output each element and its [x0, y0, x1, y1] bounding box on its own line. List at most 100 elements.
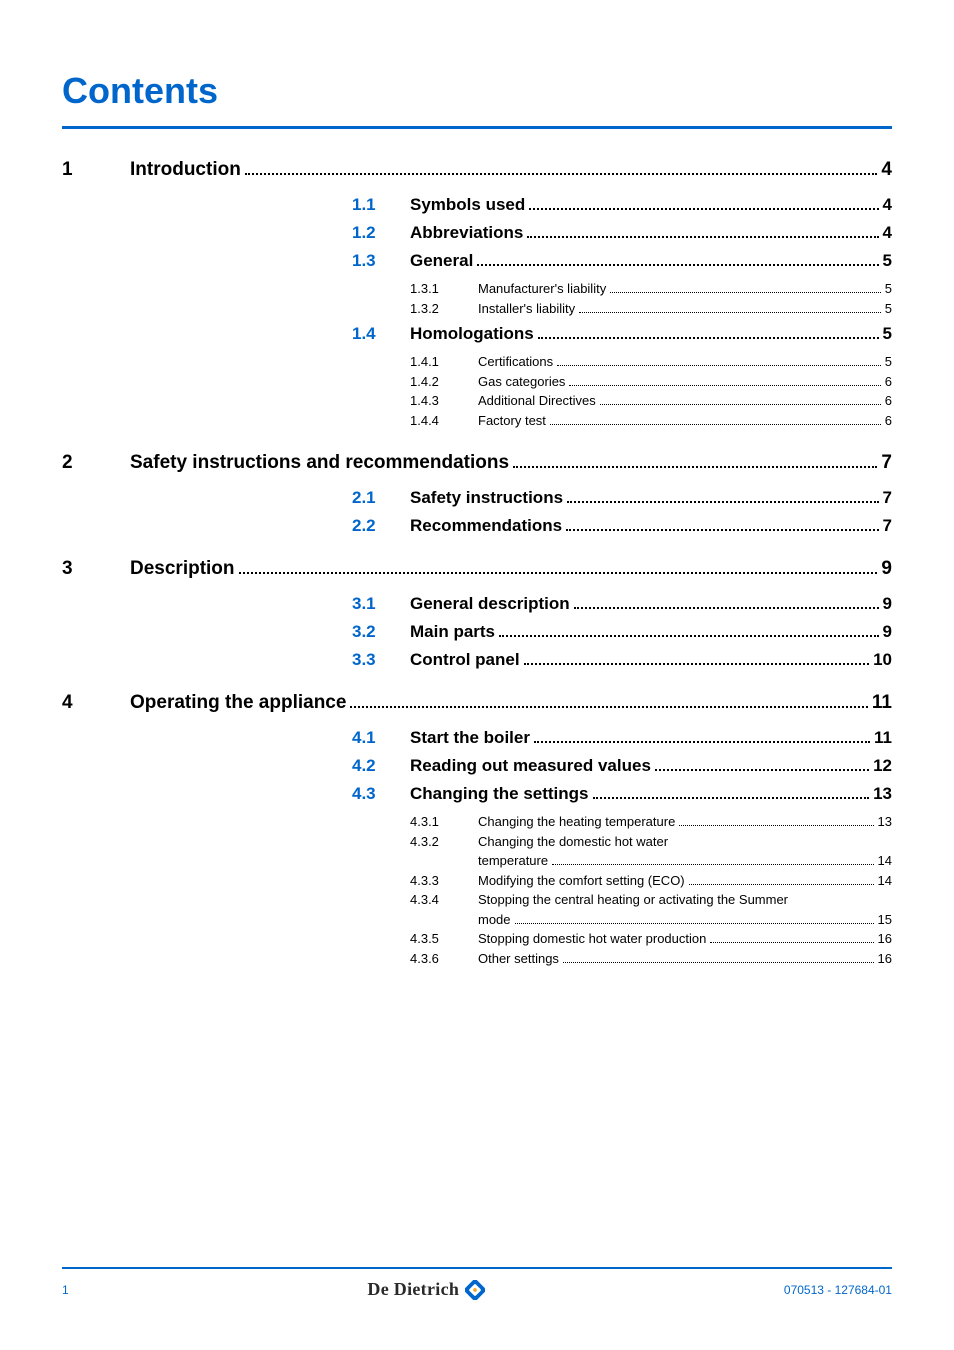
footer-row: 1 De Dietrich 070513 - 127684-01 [62, 1279, 892, 1300]
toc-section-number: 1.1 [352, 195, 410, 215]
leader-dots [710, 936, 873, 943]
toc-section: 1.1Symbols used4 [352, 195, 892, 215]
toc-section: 2.1Safety instructions7 [352, 488, 892, 508]
toc-section-page: 5 [883, 251, 892, 271]
toc-subsection-page: 13 [878, 812, 892, 832]
toc-subsection-number: 1.4.2 [410, 372, 478, 392]
toc-subsection-page: 6 [885, 391, 892, 411]
leader-dots [515, 916, 874, 923]
toc-section-label: Main parts [410, 622, 495, 642]
leader-dots [574, 600, 879, 609]
toc-subsection: 4.3.4Stopping the central heating or act… [410, 890, 892, 910]
toc-subsection: 4.3.1Changing the heating temperature 13 [410, 812, 892, 832]
page-footer: 1 De Dietrich 070513 - 127684-01 [62, 1267, 892, 1300]
toc-section: 3.1General description9 [352, 594, 892, 614]
leader-dots [610, 286, 881, 293]
toc-subsection: 1.4.4Factory test6 [410, 411, 892, 431]
footer-rule [62, 1267, 892, 1269]
leader-dots [563, 955, 874, 962]
toc-subsection-number: 1.3.1 [410, 279, 478, 299]
toc-subsection-group: 4.3.1Changing the heating temperature134… [62, 812, 892, 968]
toc-subsection-label: Installer's liability [478, 299, 575, 319]
toc-subsection-label: Gas categories [478, 372, 565, 392]
toc-subsection-number: 1.4.3 [410, 391, 478, 411]
leader-dots [655, 762, 869, 771]
brand-name: De Dietrich [367, 1279, 459, 1300]
toc-section: 4.1Start the boiler11 [352, 728, 892, 748]
leader-dots [527, 229, 878, 238]
footer-doc-id: 070513 - 127684-01 [784, 1283, 892, 1297]
toc-section-number: 4.3 [352, 784, 410, 804]
toc-chapter-label: Description [130, 558, 235, 580]
leader-dots [567, 494, 878, 503]
title-rule [62, 126, 892, 129]
toc-section: 1.3General5 [352, 251, 892, 271]
toc-section-number: 2.1 [352, 488, 410, 508]
leader-dots [245, 165, 878, 175]
toc-subsection-page: 6 [885, 411, 892, 431]
leader-dots [579, 305, 881, 312]
toc-subsection-page: 16 [878, 949, 892, 969]
toc-subsection-label: Changing the heating temperature [478, 812, 675, 832]
toc-section-number: 4.2 [352, 756, 410, 776]
toc-subsection: 4.3.5Stopping domestic hot water product… [410, 929, 892, 949]
leader-dots [513, 458, 877, 468]
toc-section-page: 10 [873, 650, 892, 670]
toc-subsection-number: 1.4.4 [410, 411, 478, 431]
toc-subsection-label: Other settings [478, 949, 559, 969]
toc-section: 2.2Recommendations7 [352, 516, 892, 536]
toc-section-page: 4 [883, 195, 892, 215]
page-title: Contents [62, 70, 892, 112]
toc-section-number: 4.1 [352, 728, 410, 748]
toc-subsection-page: 5 [885, 299, 892, 319]
toc-chapter-page: 7 [881, 452, 892, 474]
toc-section-page: 11 [874, 728, 892, 748]
toc-chapter-block: 4Operating the appliance114.1Start the b… [62, 692, 892, 968]
toc-subsection-page: 5 [885, 279, 892, 299]
toc-subsection-group: 1.4.1Certifications51.4.2Gas categories6… [62, 352, 892, 430]
toc-subsection-number: 1.4.1 [410, 352, 478, 372]
toc-section: 1.4Homologations5 [352, 324, 892, 344]
toc-section: 3.3Control panel10 [352, 650, 892, 670]
brand-logo-icon [465, 1280, 485, 1300]
toc-subsection-number: 4.3.1 [410, 812, 478, 832]
toc-chapter-number: 1 [62, 159, 130, 181]
toc-chapter-page: 9 [881, 558, 892, 580]
toc-subsection: 1.4.1Certifications5 [410, 352, 892, 372]
leader-dots [239, 564, 878, 574]
toc-chapter: 2Safety instructions and recommendations… [62, 452, 892, 474]
leader-dots [552, 858, 873, 865]
toc-subsection-page: 14 [878, 851, 892, 871]
toc-section-label: Recommendations [410, 516, 562, 536]
toc-subsection-page: 5 [885, 352, 892, 372]
toc-subsection-label-line1: Changing the domestic hot water [478, 832, 668, 852]
toc-section-page: 12 [873, 756, 892, 776]
toc-section: 4.2Reading out measured values12 [352, 756, 892, 776]
toc-subsection: 1.4.2Gas categories6 [410, 372, 892, 392]
toc-section-page: 5 [883, 324, 892, 344]
toc-section: 1.2Abbreviations4 [352, 223, 892, 243]
toc-section-page: 7 [883, 488, 892, 508]
leader-dots [566, 522, 878, 531]
toc-section-number: 3.2 [352, 622, 410, 642]
leader-dots [350, 698, 867, 708]
toc-chapter-number: 2 [62, 452, 130, 474]
toc-section-label: Control panel [410, 650, 520, 670]
leader-dots [538, 330, 879, 339]
toc-subsection-label-line2: mode [478, 910, 511, 930]
toc-section-label: Abbreviations [410, 223, 523, 243]
leader-dots [679, 819, 873, 826]
toc-subsection: 4.3.2Changing the domestic hot water [410, 832, 892, 852]
toc-section-number: 1.2 [352, 223, 410, 243]
toc-subsection-number: 4.3.6 [410, 949, 478, 969]
leader-dots [689, 877, 874, 884]
toc-subsection-label: Additional Directives [478, 391, 596, 411]
toc-subsection-group: 1.3.1Manufacturer's liability51.3.2Insta… [62, 279, 892, 318]
brand: De Dietrich [367, 1279, 485, 1300]
toc-chapter-label: Introduction [130, 159, 241, 181]
leader-dots [550, 417, 881, 424]
toc-section: 4.3Changing the settings13 [352, 784, 892, 804]
toc-section-number: 1.4 [352, 324, 410, 344]
toc-chapter-number: 3 [62, 558, 130, 580]
toc-subsection-page: 16 [878, 929, 892, 949]
